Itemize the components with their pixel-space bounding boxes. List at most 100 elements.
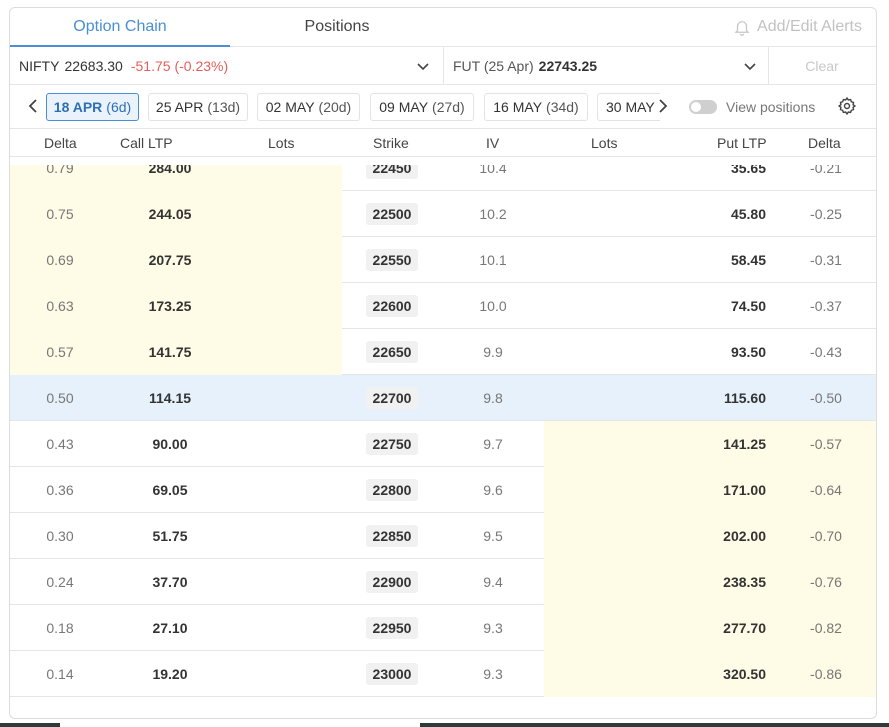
table-row[interactable]: 0.50 114.15 22700 9.8 115.60 -0.50 [10,375,876,421]
put-ltp[interactable]: 141.25 [723,436,766,452]
add-edit-alerts-button[interactable]: Add/Edit Alerts [733,8,862,46]
strike-price: 22650 [366,341,418,363]
put-ltp[interactable]: 277.70 [723,620,766,636]
put-delta: -0.64 [810,482,842,498]
call-ltp[interactable]: 114.15 [148,390,192,406]
call-delta: 0.24 [46,574,74,590]
put-ltp[interactable]: 58.45 [730,252,766,268]
call-ltp[interactable]: 173.25 [148,298,192,314]
col-lots-put: Lots [591,134,618,151]
call-delta: 0.30 [46,528,74,544]
implied-volatility: 9.7 [483,436,503,452]
expiry-item[interactable]: 30 MAY [597,93,660,121]
put-ltp[interactable]: 115.60 [723,390,766,406]
strike-price: 22600 [366,295,418,317]
itm-put-highlight [544,421,876,467]
table-row[interactable]: 0.14 19.20 23000 9.3 320.50 -0.86 [10,651,876,697]
call-ltp[interactable]: 207.75 [148,252,192,268]
implied-volatility: 9.4 [483,574,503,590]
active-tab-underline [10,45,230,47]
call-ltp[interactable]: 51.75 [152,528,188,544]
expiry-days: (34d) [546,99,579,115]
table-row[interactable]: 0.79 284.00 22450 10.4 35.65 -0.21 [10,165,876,191]
call-delta: 0.14 [46,666,74,682]
put-ltp[interactable]: 74.50 [730,298,766,314]
put-delta: -0.25 [810,206,842,222]
strike-price: 22700 [366,387,418,409]
expiry-item[interactable]: 18 APR (6d) [46,93,139,121]
col-lots-call: Lots [268,134,295,151]
table-row[interactable]: 0.57 141.75 22650 9.9 93.50 -0.43 [10,329,876,375]
expiry-date: 18 APR [53,99,103,115]
view-positions-toggle[interactable] [689,100,717,114]
strike-price: 22800 [366,479,418,501]
table-row[interactable]: 0.75 244.05 22500 10.2 45.80 -0.25 [10,191,876,237]
underlying-change: -51.75 (-0.23%) [130,57,229,74]
put-ltp[interactable]: 171.00 [723,482,766,498]
call-ltp[interactable]: 244.05 [148,206,192,222]
clear-button[interactable]: Clear [805,57,839,74]
table-row[interactable]: 0.69 207.75 22550 10.1 58.45 -0.31 [10,237,876,283]
call-ltp[interactable]: 141.75 [148,344,192,360]
put-delta: -0.43 [810,344,842,360]
put-delta: -0.76 [810,574,842,590]
table-row[interactable]: 0.18 27.10 22950 9.3 277.70 -0.82 [10,605,876,651]
put-ltp[interactable]: 45.80 [730,206,766,222]
put-delta: -0.31 [810,252,842,268]
futures-selector[interactable]: FUT (25 Apr) 22743.25 [444,47,769,84]
table-row[interactable]: 0.63 173.25 22600 10.0 74.50 -0.37 [10,283,876,329]
put-delta: -0.57 [810,436,842,452]
col-put-ltp: Put LTP [717,134,767,151]
strike-price: 22750 [366,433,418,455]
table-header: Delta Call LTP Lots Strike IV Lots Put L… [10,129,876,157]
itm-put-highlight [544,651,876,697]
table-row[interactable]: 0.30 51.75 22850 9.5 202.00 -0.70 [10,513,876,559]
itm-call-highlight [10,165,342,191]
call-ltp[interactable]: 90.00 [152,436,188,452]
itm-call-highlight [10,191,342,237]
expiry-item[interactable]: 16 MAY (34d) [484,93,588,121]
table-row[interactable]: 0.36 69.05 22800 9.6 171.00 -0.64 [10,467,876,513]
call-ltp[interactable]: 37.70 [152,574,188,590]
col-call-ltp: Call LTP [120,134,173,151]
put-delta: -0.50 [810,390,842,406]
implied-volatility: 9.8 [483,390,503,406]
call-ltp[interactable]: 69.05 [152,482,188,498]
strike-price: 22850 [366,525,418,547]
put-ltp[interactable]: 93.50 [730,344,766,360]
expiry-list: 18 APR (6d) 25 APR (13d) 02 MAY (20d) 09 MA… [46,85,660,128]
put-ltp[interactable]: 35.65 [730,165,766,176]
call-delta: 0.75 [46,206,74,222]
table-row[interactable]: 0.24 37.70 22900 9.4 238.35 -0.76 [10,559,876,605]
implied-volatility: 10.2 [479,206,507,222]
tab-option-chain[interactable]: Option Chain [10,8,230,47]
chevron-left-icon[interactable] [26,98,40,114]
expiry-item[interactable]: 09 MAY (27d) [370,93,474,121]
put-ltp[interactable]: 202.00 [723,528,766,544]
table-row[interactable]: 0.43 90.00 22750 9.7 141.25 -0.57 [10,421,876,467]
implied-volatility: 9.5 [483,528,503,544]
call-delta: 0.79 [46,165,74,176]
tab-positions-label: Positions [304,18,370,35]
underlying-selector[interactable]: NIFTY 22683.30 -51.75 (-0.23%) [10,47,444,84]
itm-put-highlight [544,605,876,651]
expiry-days: (13d) [207,99,241,115]
itm-put-highlight [544,513,876,559]
implied-volatility: 9.6 [483,482,503,498]
chevron-right-icon[interactable] [656,98,670,114]
strike-price: 22500 [366,203,418,225]
expiry-date: 25 APR [155,99,204,115]
expiry-item[interactable]: 02 MAY (20d) [257,93,360,121]
expiry-item[interactable]: 25 APR (13d) [148,93,248,121]
put-ltp[interactable]: 238.35 [723,574,766,590]
put-ltp[interactable]: 320.50 [723,666,766,682]
strike-price: 23000 [366,663,418,685]
call-ltp[interactable]: 284.00 [148,165,192,176]
call-delta: 0.50 [46,390,74,406]
call-ltp[interactable]: 19.20 [152,666,188,682]
gear-icon[interactable] [837,96,857,116]
option-chain-table: 0.79 284.00 22450 10.4 35.65 -0.21 0.75 244.05 2… [10,165,876,718]
call-ltp[interactable]: 27.10 [152,620,188,636]
put-delta: -0.82 [810,620,842,636]
tab-positions[interactable]: Positions [230,8,444,46]
